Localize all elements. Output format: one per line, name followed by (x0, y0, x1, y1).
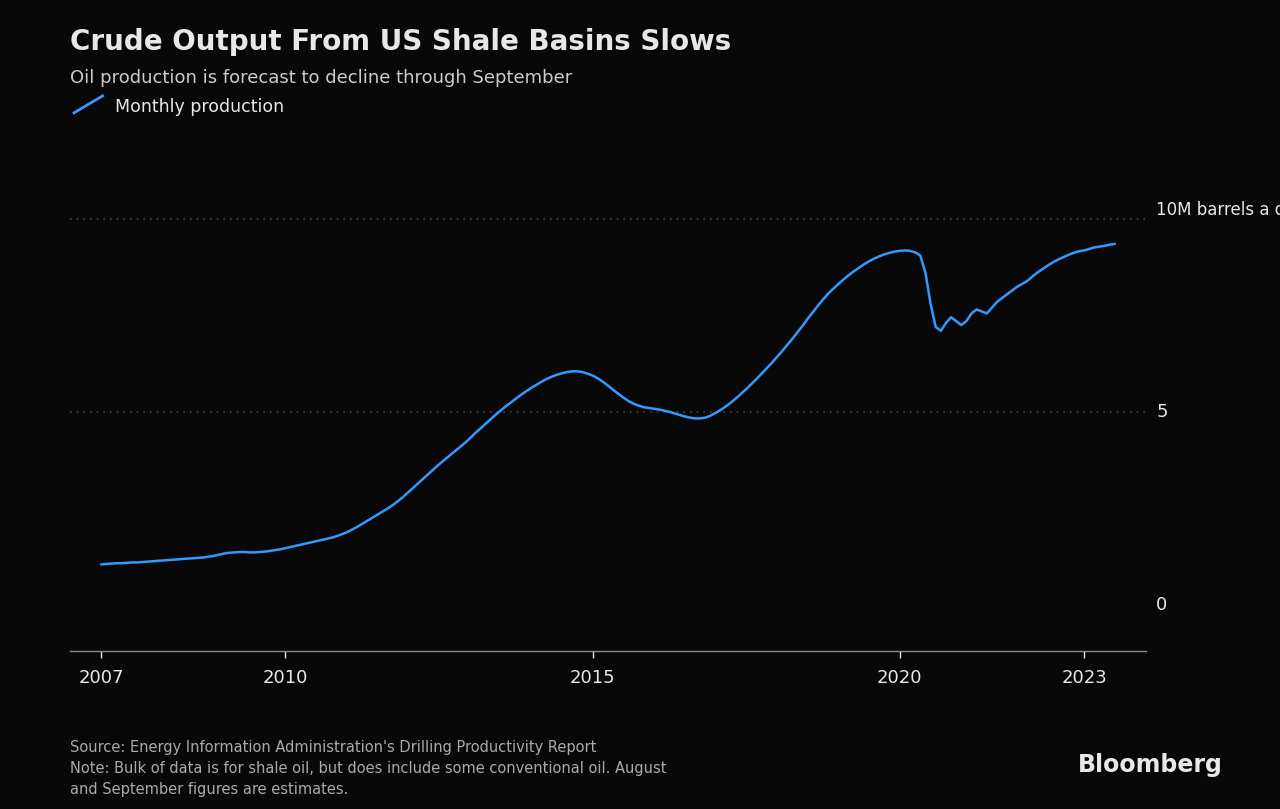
Text: Bloomberg: Bloomberg (1078, 752, 1222, 777)
Text: Crude Output From US Shale Basins Slows: Crude Output From US Shale Basins Slows (70, 28, 732, 57)
Text: 5: 5 (1156, 403, 1167, 421)
Text: 0: 0 (1156, 596, 1167, 614)
Text: 10M barrels a day: 10M barrels a day (1156, 201, 1280, 218)
Text: Oil production is forecast to decline through September: Oil production is forecast to decline th… (70, 69, 572, 87)
Text: Source: Energy Information Administration's Drilling Productivity Report
Note: B: Source: Energy Information Administratio… (70, 740, 667, 797)
Text: Monthly production: Monthly production (115, 98, 284, 116)
